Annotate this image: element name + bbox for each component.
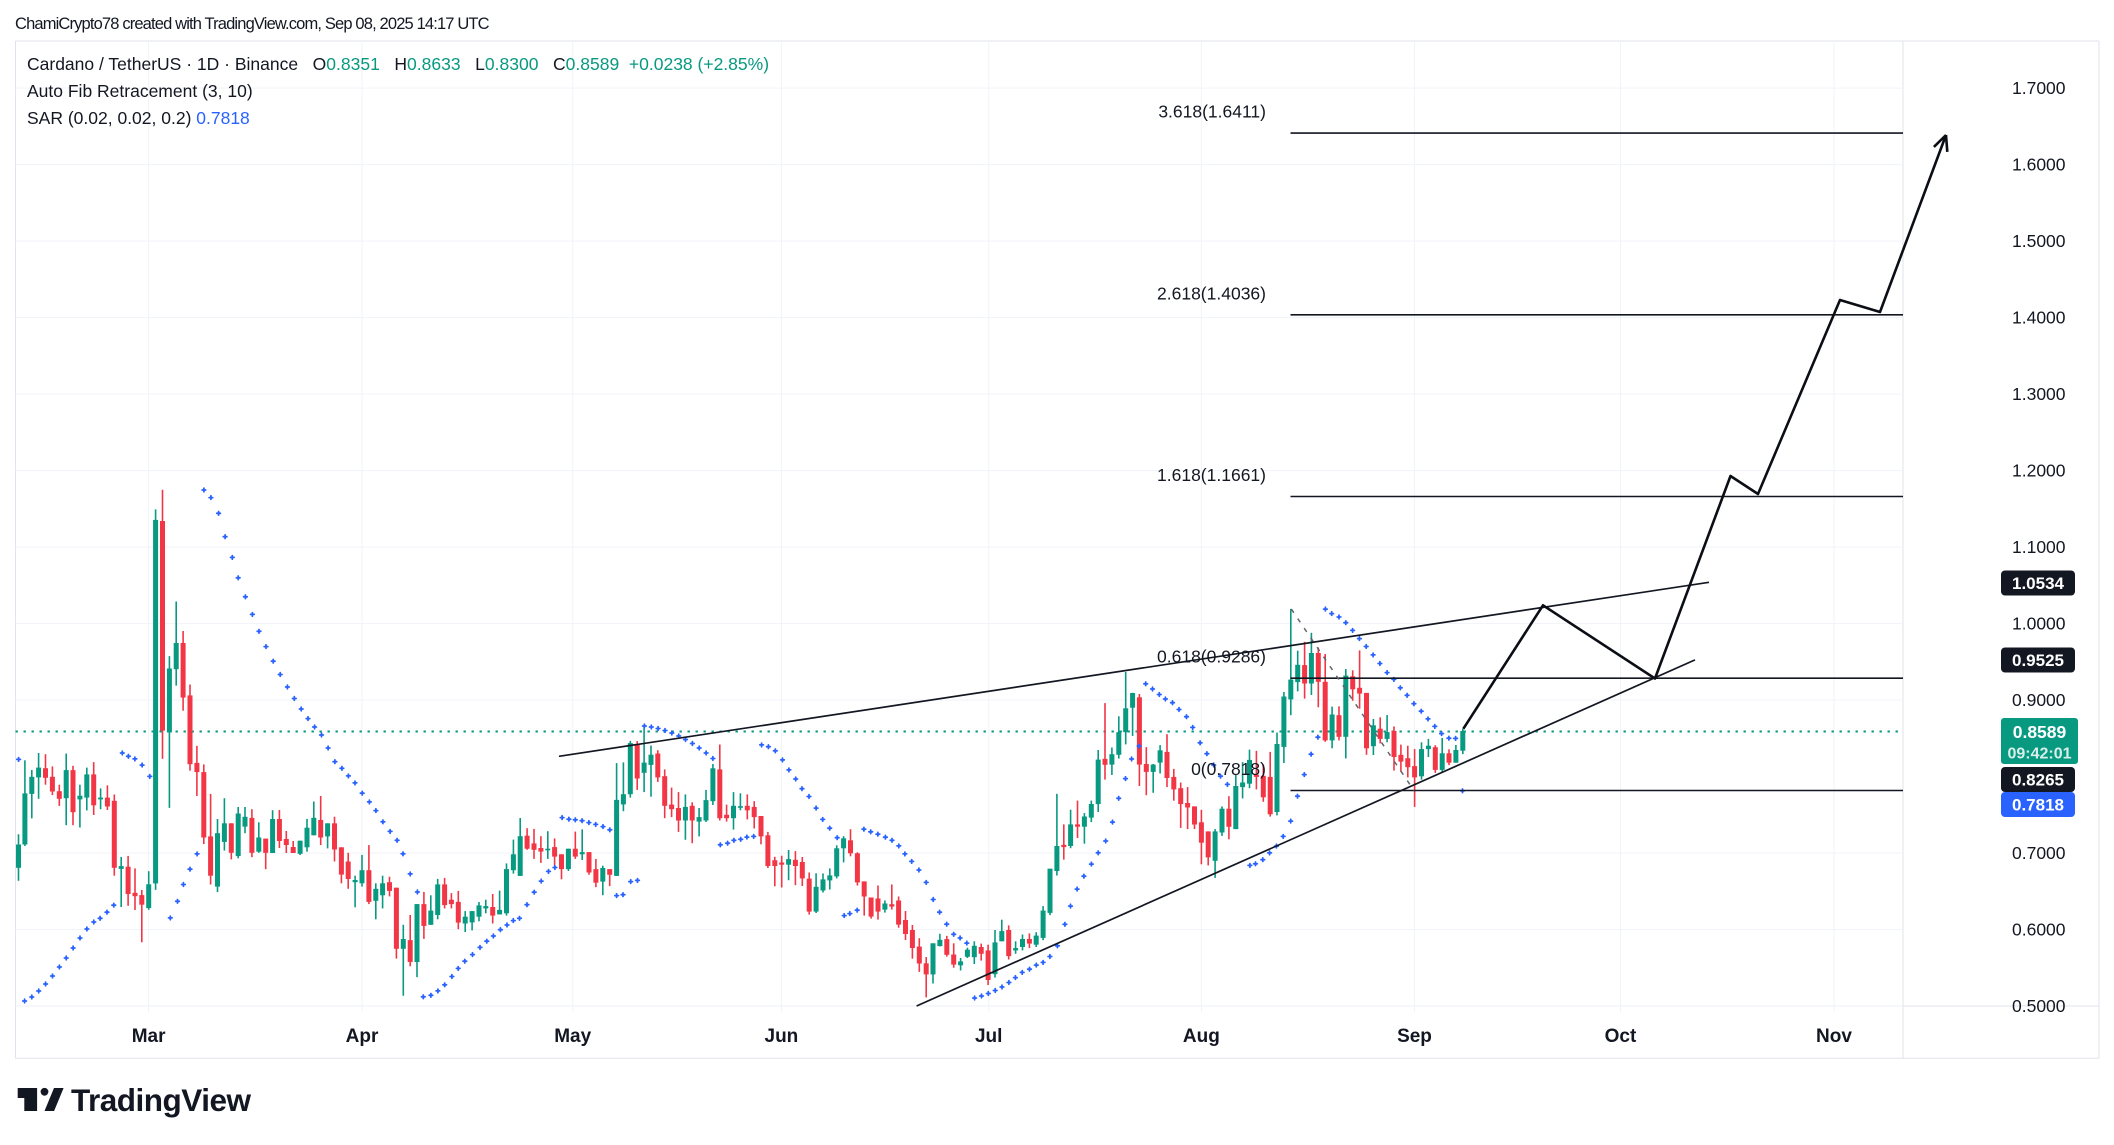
svg-text:May: May: [554, 1026, 591, 1047]
svg-text:0.9525: 0.9525: [2012, 651, 2064, 670]
svg-text:1.1000: 1.1000: [2012, 537, 2066, 557]
svg-text:1.4000: 1.4000: [2012, 308, 2066, 328]
svg-text:Oct: Oct: [1605, 1026, 1637, 1047]
svg-text:1.2000: 1.2000: [2012, 461, 2066, 481]
svg-text:ChamiCrypto78 created with Tra: ChamiCrypto78 created with TradingView.c…: [15, 15, 490, 33]
svg-text:Cardano / TetherUS · 1D · Bina: Cardano / TetherUS · 1D · Binance O0.835…: [27, 54, 769, 74]
svg-text:1.6000: 1.6000: [2012, 155, 2066, 175]
svg-text:1.3000: 1.3000: [2012, 384, 2066, 404]
svg-text:0.8265: 0.8265: [2012, 771, 2064, 790]
svg-text:1.7000: 1.7000: [2012, 78, 2066, 98]
svg-text:0.5000: 0.5000: [2012, 996, 2066, 1016]
svg-text:0.7000: 0.7000: [2012, 843, 2066, 863]
svg-text:1.5000: 1.5000: [2012, 231, 2066, 251]
svg-text:2.618(1.4036): 2.618(1.4036): [1157, 283, 1266, 303]
svg-text:1.0000: 1.0000: [2012, 614, 2066, 634]
svg-text:Auto Fib Retracement (3, 10): Auto Fib Retracement (3, 10): [27, 81, 253, 101]
svg-text:Jul: Jul: [975, 1026, 1002, 1047]
svg-text:0.7818: 0.7818: [2012, 796, 2064, 815]
svg-text:0(0.7818): 0(0.7818): [1191, 759, 1266, 779]
svg-text:SAR (0.02, 0.02, 0.2) 0.7818: SAR (0.02, 0.02, 0.2) 0.7818: [27, 108, 250, 128]
svg-text:Sep: Sep: [1397, 1026, 1432, 1047]
svg-text:Jun: Jun: [765, 1026, 799, 1047]
svg-text:1.0534: 1.0534: [2012, 574, 2065, 593]
svg-text:Nov: Nov: [1816, 1026, 1852, 1047]
svg-text:09:42:01: 09:42:01: [2007, 746, 2071, 763]
svg-text:TradingView: TradingView: [71, 1082, 251, 1118]
svg-text:Aug: Aug: [1183, 1026, 1220, 1047]
svg-text:0.6000: 0.6000: [2012, 920, 2066, 940]
svg-text:Apr: Apr: [346, 1026, 379, 1047]
svg-text:0.8589: 0.8589: [2013, 722, 2067, 742]
svg-text:1.618(1.1661): 1.618(1.1661): [1157, 465, 1266, 485]
svg-text:Mar: Mar: [132, 1026, 166, 1047]
svg-text:3.618(1.6411): 3.618(1.6411): [1158, 102, 1266, 122]
svg-text:0.9000: 0.9000: [2012, 690, 2066, 710]
